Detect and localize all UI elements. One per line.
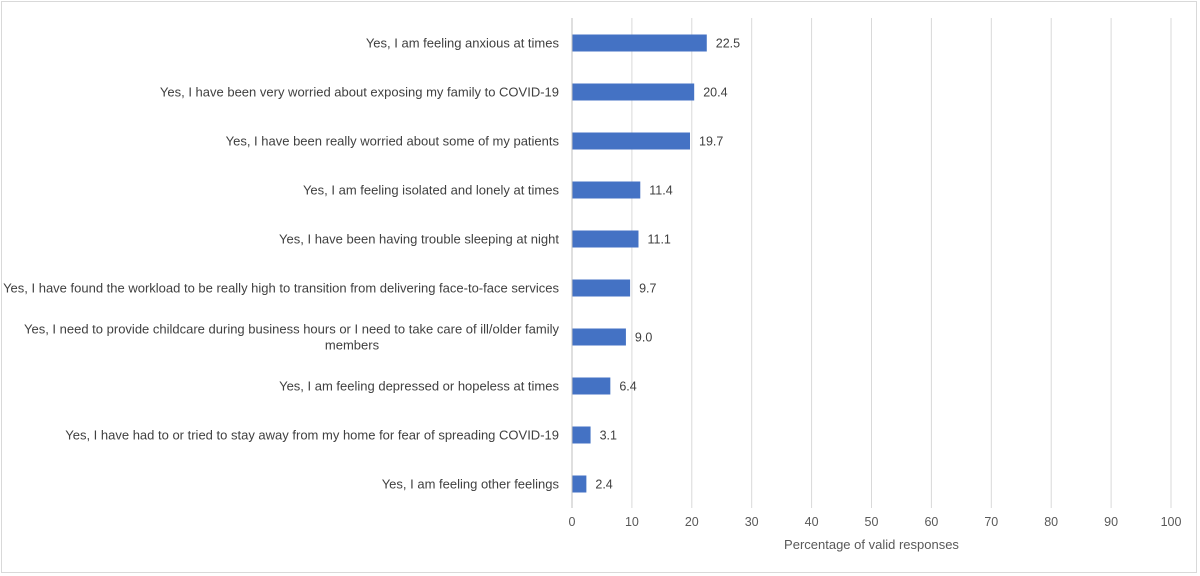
category-label-line: Yes, I have found the workload to be rea… [3,281,559,296]
bar [572,230,639,248]
x-axis-title: Percentage of valid responses [784,537,959,552]
x-tick-labels: 0 10 20 30 40 50 60 70 80 90 100 [569,515,1182,529]
category-label-line: members [325,338,380,353]
category-label: Yes, I have been very worried about expo… [160,85,559,100]
x-tick-label: 0 [569,515,576,529]
data-label: 3.1 [600,429,617,443]
x-tick-label: 10 [625,515,639,529]
bar [572,279,631,297]
bar [572,328,626,346]
data-labels: 22.5 20.4 19.7 11.4 11.1 9.7 9.0 6.4 3.1 2.4 [595,37,740,492]
bar [572,34,707,52]
category-label: Yes, I am feeling depressed or hopeless … [279,379,559,394]
x-tick-label: 50 [865,515,879,529]
x-tick-label: 80 [1044,515,1058,529]
x-tick-label: 100 [1161,515,1182,529]
category-label: Yes, I have found the workload to be rea… [3,281,559,296]
x-tick-label: 60 [924,515,938,529]
bar [572,181,641,199]
data-label: 20.4 [703,86,727,100]
category-labels: Yes, I am feeling anxious at times Yes, I… [3,36,559,492]
category-label-line: Yes, I have had to or tried to stay away… [65,428,559,443]
bars [572,34,707,493]
bar [572,132,691,150]
category-label: Yes, I am feeling other feelings [382,477,560,492]
data-label: 22.5 [716,37,740,51]
x-tick-label: 20 [685,515,699,529]
data-label: 11.1 [647,233,670,247]
category-label-line: Yes, I am feeling anxious at times [366,36,560,51]
data-label: 11.4 [649,184,672,198]
category-label-line: Yes, I have been having trouble sleeping… [279,232,559,247]
category-label-line: Yes, I am feeling isolated and lonely at… [303,183,560,198]
bar [572,377,611,395]
category-label-line: Yes, I need to provide childcare during … [24,322,559,337]
category-label: Yes, I have been having trouble sleeping… [279,232,559,247]
category-label-line: Yes, I am feeling depressed or hopeless … [279,379,559,394]
data-label: 9.7 [639,282,656,296]
data-label: 19.7 [699,135,723,149]
x-tick-label: 90 [1104,515,1118,529]
x-tick-label: 30 [745,515,759,529]
bar [572,426,591,444]
data-label: 9.0 [635,331,652,345]
category-label: Yes, I have had to or tried to stay away… [65,428,559,443]
category-label: Yes, I have been really worried about so… [226,134,560,149]
category-label-line: Yes, I have been really worried about so… [226,134,560,149]
bar [572,475,587,493]
data-label: 2.4 [595,478,612,492]
category-label-line: Yes, I am feeling other feelings [382,477,560,492]
data-label: 6.4 [619,380,636,394]
category-label: Yes, I need to provide childcare during … [24,322,559,353]
category-label: Yes, I am feeling anxious at times [366,36,560,51]
category-label-line: Yes, I have been very worried about expo… [160,85,559,100]
x-tick-label: 40 [805,515,819,529]
category-label: Yes, I am feeling isolated and lonely at… [303,183,560,198]
x-tick-label: 70 [984,515,998,529]
bar [572,83,695,101]
